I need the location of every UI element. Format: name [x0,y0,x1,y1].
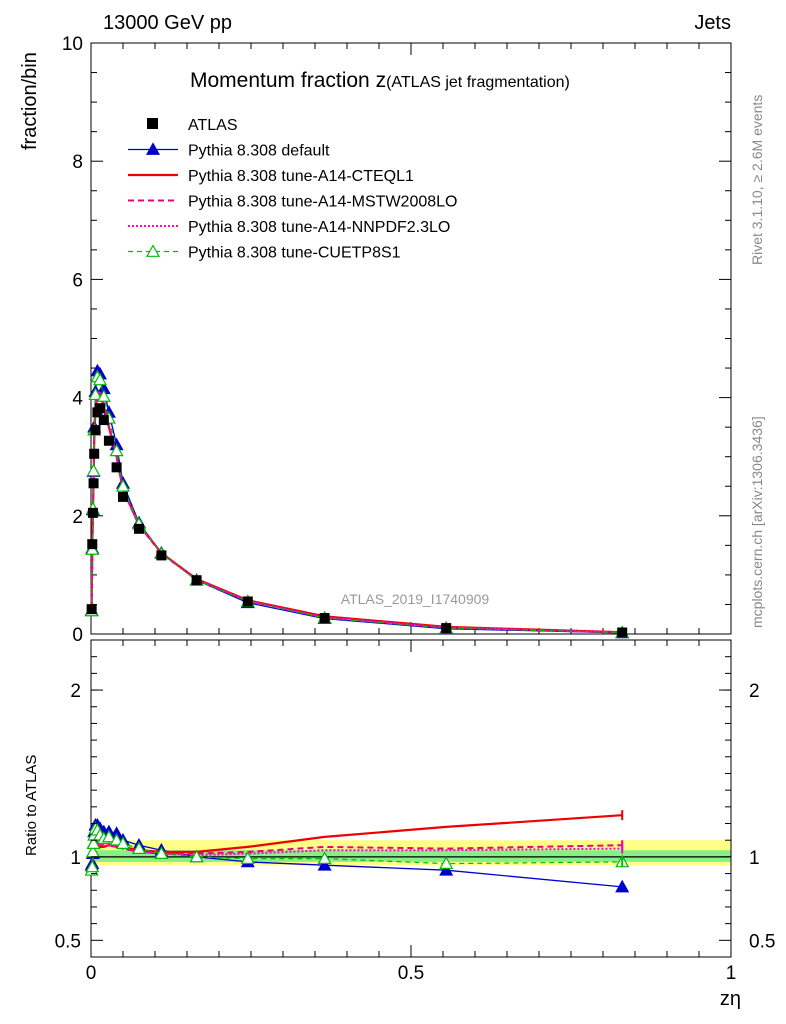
mcplots-label: mcplots.cern.ch [arXiv:1306.3436] [749,416,765,628]
ratio-y-tick-label-right: 0.5 [749,931,775,952]
ratio-y-tick-label-right: 1 [749,848,760,869]
atlas-data-point [156,550,167,561]
main-series-5-point [115,479,131,492]
atlas-data-point [88,478,99,489]
atlas-data-point [111,462,122,473]
atlas-data-point [134,523,144,534]
atlas-data-point [90,425,101,436]
main-series-4-line [90,390,623,634]
header-right: Jets [694,12,731,34]
y-tick-label: 4 [72,389,83,410]
ratio-panel: 0.5 0.51 12 20 0.5 1 [55,639,775,984]
legend-label: Pythia 8.308 tune-CUETP8S1 [188,245,401,262]
ratio-series-4-point [189,849,204,863]
header-left: 13000 GeV pp [103,12,232,34]
ratio-y-tick-label-right: 2 [749,681,760,702]
main-series-5-point [86,463,101,477]
ratio-y-axis-label: Ratio to ATLAS [23,755,40,856]
ratio-series-4-point [439,856,454,869]
ratio-series-4-point [85,859,100,873]
main-series-5-point [96,389,111,402]
y-tick-label: 6 [72,270,83,291]
main-series-5-point [88,387,103,401]
x-tick-label: 0.5 [398,963,424,984]
ratio-series-4-point [317,851,332,864]
ratio-series-0-point [317,858,332,871]
ratio-y-tick-label: 2 [70,681,81,702]
ratio-series-4-point [131,841,147,854]
legend-label: Pythia 8.308 default [188,143,330,160]
x-axis-label: zη [720,988,741,1010]
legend-marker [145,244,161,257]
x-tick-label: 1 [726,963,737,984]
ratio-series-4-point [86,836,101,849]
legend-label: Pythia 8.308 tune-A14-CTEQL1 [188,168,414,185]
y-tick-label: 2 [72,507,83,528]
atlas-data-point [191,575,202,586]
watermark: ATLAS_2019_I1740909 [341,591,490,607]
legend-label: Pythia 8.308 tune-A14-NNPDF2.3LO [188,219,450,236]
x-tick-label: 0 [86,963,97,984]
legend-label: ATLAS [188,117,238,134]
main-series-5-point [92,372,107,386]
chart-subtitle: (ATLAS jet fragmentation) [386,74,570,91]
y-tick-label: 8 [72,152,83,173]
atlas-data-point [319,613,330,624]
atlas-data-point [441,623,452,634]
atlas-data-point [103,435,114,446]
atlas-data-point [89,448,100,459]
rivet-label: Rivet 3.1.10, ≥ 2.6M events [749,95,765,265]
atlas-data-point [242,596,253,607]
ratio-series-4-point [101,829,116,843]
legend-marker-atlas [147,118,158,129]
main-frame [90,42,732,635]
legend: ATLAS Pythia 8.308 default Pythia 8.308 tu… [128,117,457,262]
y-tick-label: 0 [72,625,83,646]
legend-marker [145,142,161,155]
legend-label: Pythia 8.308 tune-A14-MSTW2008LO [188,194,457,211]
ratio-series-4-point [115,836,131,849]
atlas-data-point [87,539,98,550]
ratio-frame [90,639,732,958]
main-series-5-point [109,443,124,457]
chart-title: Momentum fraction z(ATLAS jet fragmentat… [190,69,570,92]
atlas-data-point [118,491,128,502]
ratio-series-0-point [439,863,454,876]
atlas-data-point [94,403,105,414]
atlas-data-point [617,627,628,638]
ratio-y-tick-label: 1 [70,848,81,869]
ratio-series-4-point [154,846,169,859]
ratio-y-tick-label: 0.5 [55,931,81,952]
chart-title-main: Momentum fraction z [190,69,386,92]
atlas-data-point [98,415,109,426]
atlas-data-point [87,507,98,518]
main-panel: 0 2 4 6 8 10 [62,34,732,646]
ratio-series-4-point [109,832,124,846]
y-tick-label: 10 [62,34,83,55]
y-axis-label: fraction/bin [19,52,41,150]
ratio-band-green [91,850,731,862]
ratio-series-4-point [240,851,255,864]
atlas-data-point [86,604,97,615]
